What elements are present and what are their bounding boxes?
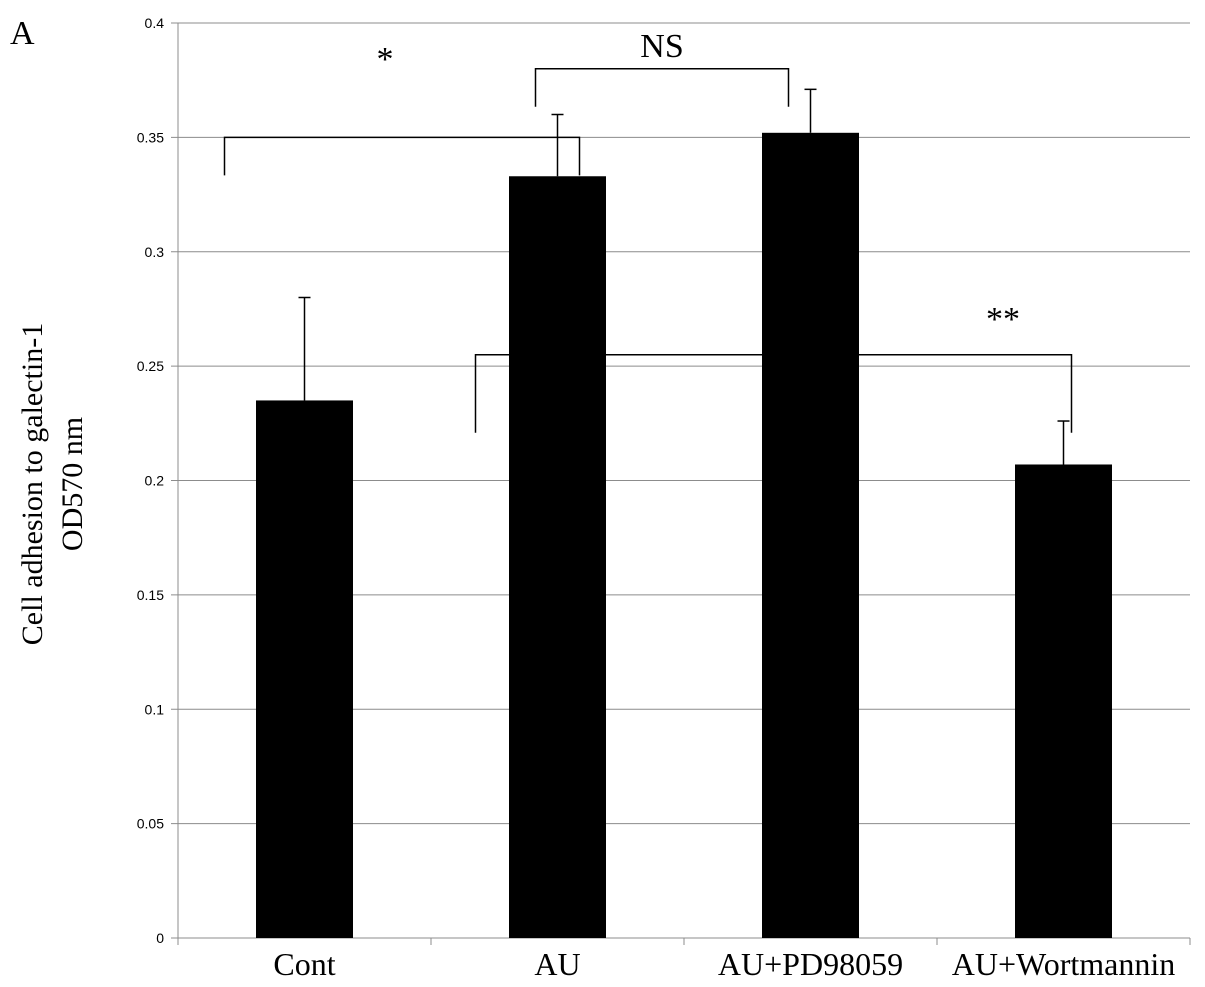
y-tick-label: 0.05 <box>137 816 164 832</box>
significance-brackets: * NS ** <box>223 28 1073 433</box>
y-axis-label: Cell adhesion to galectin-1 <box>16 323 49 645</box>
bar-au <box>509 176 606 938</box>
x-tick-label: AU+Wortmannin <box>952 946 1175 982</box>
significance-label: * <box>377 41 394 78</box>
x-tick-labels: Cont AU AU+PD98059 AU+Wortmannin <box>273 946 1175 982</box>
bar-au-pd98059 <box>762 132 859 939</box>
y-tick-label: 0 <box>156 930 164 946</box>
significance-bracket <box>534 68 790 107</box>
y-tick-label: 0.25 <box>137 358 164 374</box>
x-tick-label: AU+PD98059 <box>718 946 903 982</box>
y-tick-label: 0.1 <box>145 701 165 717</box>
significance-label: ** <box>986 301 1020 338</box>
y-tick-labels: 0 0.05 0.1 0.15 0.2 0.25 0.3 0.35 0.4 <box>137 15 164 946</box>
significance-bracket <box>223 136 581 176</box>
bars <box>256 132 1112 939</box>
y-tick-label: 0.2 <box>145 473 165 489</box>
y-tick-label: 0.4 <box>145 15 165 31</box>
bar-au-wortmannin <box>1015 464 1112 938</box>
x-tick-label: AU <box>534 946 580 982</box>
significance-label: NS <box>640 28 683 65</box>
y-tick-label: 0.3 <box>145 244 165 260</box>
significance-bracket <box>474 353 1073 433</box>
y-axis-label-unit: OD570 nm <box>56 417 89 551</box>
y-tick-label: 0.35 <box>137 129 164 145</box>
y-tick-label: 0.15 <box>137 587 164 603</box>
panel-label: A <box>10 15 35 52</box>
x-tick-label: Cont <box>273 946 335 982</box>
bar-cont <box>256 400 353 938</box>
error-bars <box>298 88 1070 465</box>
